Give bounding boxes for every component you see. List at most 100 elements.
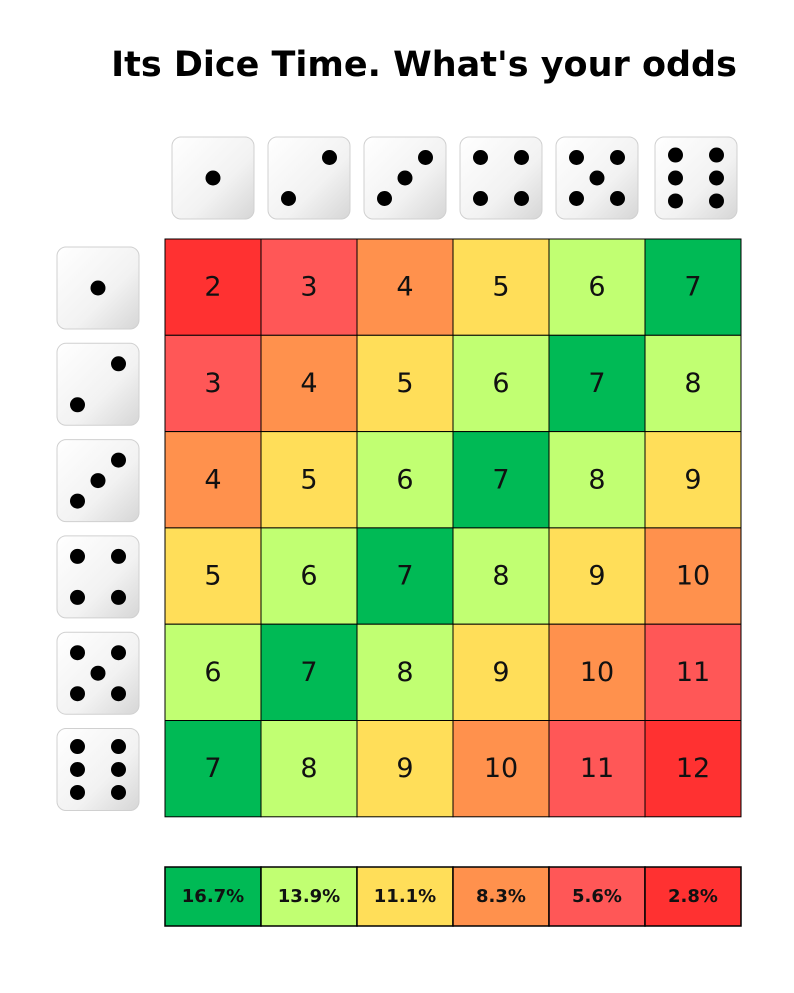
cell	[548, 623, 646, 722]
cell-value: 6	[204, 657, 221, 688]
pip	[111, 548, 126, 564]
title: Its Dice Time. What's your odds	[111, 45, 737, 85]
cell-value: 4	[204, 464, 221, 495]
pip	[569, 150, 584, 165]
cell-value: 7	[396, 561, 413, 592]
cell-value: 3	[300, 272, 317, 303]
pip	[70, 548, 85, 564]
legend-swatch	[452, 866, 550, 927]
cell-value: 8	[588, 464, 605, 495]
legend-label: 16.7%	[182, 886, 244, 907]
pip	[90, 473, 106, 489]
cell-value: 6	[492, 368, 509, 399]
cell	[260, 238, 358, 336]
cell	[452, 720, 550, 818]
pip	[70, 645, 85, 661]
die	[56, 246, 140, 330]
pip	[322, 150, 337, 165]
die	[56, 631, 140, 715]
cell	[356, 334, 454, 433]
pip	[111, 686, 126, 702]
legend-label: 11.1%	[374, 886, 436, 907]
pip	[111, 356, 126, 372]
legend-swatch	[164, 866, 262, 927]
cell-value: 10	[676, 561, 710, 592]
pip	[589, 170, 605, 186]
cell	[260, 431, 358, 529]
legend-label: 5.6%	[572, 886, 622, 907]
pip	[668, 170, 683, 186]
die-face	[459, 136, 543, 220]
legend-swatch	[644, 866, 742, 927]
die	[56, 439, 140, 523]
legend-swatch	[356, 866, 454, 927]
cell	[260, 720, 358, 818]
cell-value: 6	[588, 272, 605, 303]
pip	[514, 150, 529, 165]
cell-value: 5	[204, 561, 221, 592]
cell	[548, 238, 646, 336]
pip	[709, 170, 724, 186]
die-face	[267, 136, 351, 220]
die-face	[56, 342, 140, 426]
legend-swatch	[548, 866, 646, 927]
cell-value: 9	[396, 753, 413, 784]
pip	[610, 191, 625, 206]
pip	[610, 150, 625, 165]
pip	[70, 784, 85, 800]
pip	[90, 665, 106, 681]
cell	[548, 720, 646, 818]
die	[171, 136, 255, 220]
cell-value: 4	[396, 272, 413, 303]
die	[363, 136, 447, 220]
pip	[111, 739, 126, 755]
cell	[548, 334, 646, 433]
cell	[644, 623, 742, 722]
die	[56, 535, 140, 619]
legend-label: 13.9%	[278, 886, 340, 907]
pip	[205, 170, 221, 186]
cell	[260, 527, 358, 625]
cell	[260, 623, 358, 722]
pip	[668, 193, 683, 209]
cell-value: 8	[684, 368, 701, 399]
cell-value: 5	[396, 368, 413, 399]
pip	[111, 589, 126, 605]
cell-value: 7	[492, 464, 509, 495]
cell-value: 5	[300, 464, 317, 495]
pip	[111, 645, 126, 661]
pip	[397, 170, 413, 186]
cell-value: 2	[204, 272, 221, 303]
cell	[356, 720, 454, 818]
pip	[111, 762, 126, 777]
cell	[452, 431, 550, 529]
die-face	[56, 535, 140, 619]
cell-value: 12	[676, 753, 710, 784]
cell-value: 11	[676, 657, 710, 688]
cell-value: 7	[204, 753, 221, 784]
pip	[111, 452, 126, 468]
pip	[473, 150, 488, 165]
pip	[70, 589, 85, 605]
cell	[548, 431, 646, 529]
legend-label: 8.3%	[476, 886, 526, 907]
cell	[644, 527, 742, 625]
die-face	[654, 136, 738, 220]
cell-value: 5	[492, 272, 509, 303]
pip	[70, 397, 85, 413]
cell-value: 10	[484, 753, 518, 784]
cell-value: 7	[684, 272, 701, 303]
pip	[709, 147, 724, 163]
pip	[70, 686, 85, 702]
cell-value: 7	[588, 368, 605, 399]
cell	[644, 334, 742, 433]
pip	[514, 191, 529, 206]
die	[459, 136, 543, 220]
legend: 16.7% 13.9% 11.1% 8.3% 5.6% 2.8%	[164, 866, 742, 927]
die	[654, 136, 738, 220]
cell-value: 8	[396, 657, 413, 688]
pip	[668, 147, 683, 163]
pip	[70, 762, 85, 777]
cell-value: 11	[580, 753, 614, 784]
